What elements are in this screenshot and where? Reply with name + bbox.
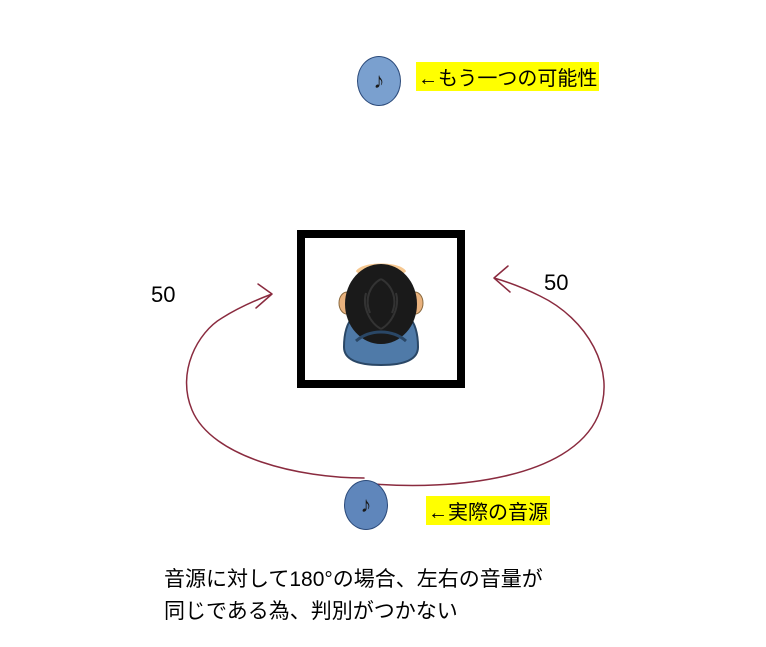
listener-box bbox=[297, 230, 465, 388]
sound-source-top: ♪ bbox=[357, 56, 401, 106]
music-note-icon: ♪ bbox=[361, 494, 372, 516]
music-note-icon: ♪ bbox=[374, 70, 385, 92]
volume-right-label: 50 bbox=[544, 270, 568, 296]
caption-text: 音源に対して180°の場合、左右の音量が 同じである為、判別がつかない bbox=[164, 564, 543, 627]
label-top-possibility: ←もう一つの可能性 bbox=[416, 62, 599, 91]
listener-head-icon bbox=[326, 249, 436, 369]
sound-source-bottom: ♪ bbox=[344, 480, 388, 530]
volume-left-label: 50 bbox=[151, 282, 175, 308]
diagram-stage: ♪ ←もう一つの可能性 50 50 ♪ bbox=[0, 0, 766, 647]
label-bottom-actual: ←実際の音源 bbox=[426, 496, 550, 525]
